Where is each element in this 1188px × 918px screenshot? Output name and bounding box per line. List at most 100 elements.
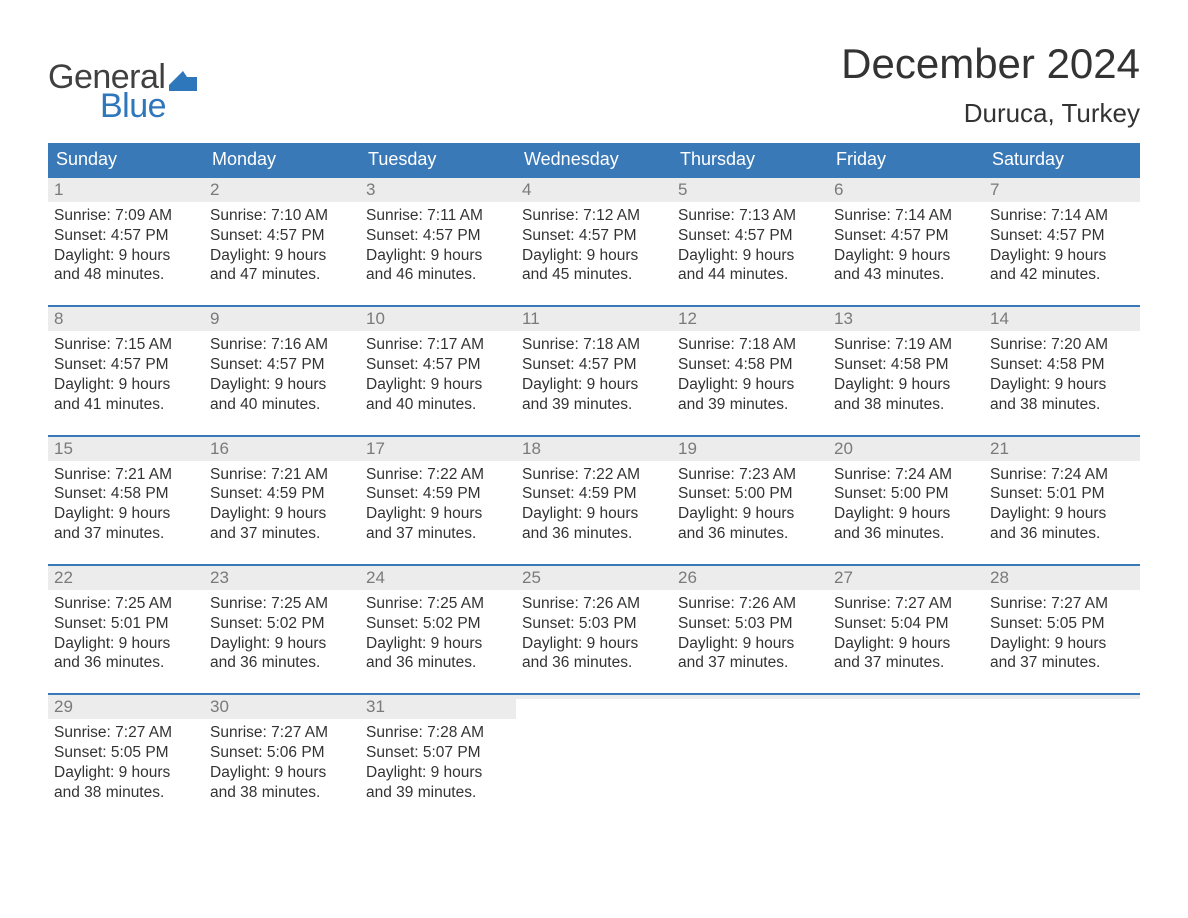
daylight-line-2: and 40 minutes. [366,395,510,415]
daylight-line-1: Daylight: 9 hours [990,634,1134,654]
daylight-line-2: and 36 minutes. [366,653,510,673]
day-number-bar: 1 [48,178,204,202]
daylight-line-1: Daylight: 9 hours [522,504,666,524]
sunrise-line: Sunrise: 7:18 AM [522,335,666,355]
day-number: 26 [678,568,697,587]
day-cell: 20Sunrise: 7:24 AMSunset: 5:00 PMDayligh… [828,437,984,550]
sunrise-line: Sunrise: 7:22 AM [366,465,510,485]
day-number-bar: 28 [984,566,1140,590]
sunset-line: Sunset: 4:58 PM [834,355,978,375]
weekday-header: Saturday [984,143,1140,176]
sunset-line: Sunset: 4:58 PM [990,355,1134,375]
daylight-line-2: and 36 minutes. [54,653,198,673]
day-cell: 26 Sunrise: 7:26 AMSunset: 5:03 PMDayligh… [672,566,828,679]
daylight-line-1: Daylight: 9 hours [834,246,978,266]
sunrise-line: Sunrise: 7:15 AM [54,335,198,355]
daylight-line-2: and 38 minutes. [54,783,198,803]
daylight-line-1: Daylight: 9 hours [54,375,198,395]
sunset-line: Sunset: 4:59 PM [522,484,666,504]
day-number-bar: 20 [828,437,984,461]
daylight-line-1: Daylight: 9 hours [210,246,354,266]
title-block: December 2024 Duruca, Turkey [841,40,1140,129]
location-label: Duruca, Turkey [841,98,1140,129]
daylight-line-2: and 36 minutes. [210,653,354,673]
day-number-bar: 5 [672,178,828,202]
day-number-bar [672,695,828,699]
sunrise-line: Sunrise: 7:26 AM [522,594,666,614]
daylight-line-2: and 44 minutes. [678,265,822,285]
day-number-bar: 19 [672,437,828,461]
day-cell: 24Sunrise: 7:25 AMSunset: 5:02 PMDayligh… [360,566,516,679]
day-cell: 10Sunrise: 7:17 AMSunset: 4:57 PMDayligh… [360,307,516,420]
day-number: 1 [54,180,63,199]
sunrise-line: Sunrise: 7:25 AM [210,594,354,614]
day-number-bar: 31 [360,695,516,719]
day-number-bar: 25 [516,566,672,590]
daylight-line-2: and 37 minutes. [678,653,822,673]
day-number-bar: 12 [672,307,828,331]
day-cell: 3Sunrise: 7:11 AMSunset: 4:57 PMDaylight… [360,178,516,291]
day-content: Sunrise: 7:27 AMSunset: 5:06 PMDaylight:… [204,719,360,808]
day-content: Sunrise: 7:21 AMSunset: 4:59 PMDaylight:… [204,461,360,550]
sunrise-line: Sunrise: 7:14 AM [990,206,1134,226]
day-number-bar: 9 [204,307,360,331]
daylight-line-2: and 36 minutes. [678,524,822,544]
daylight-line-2: and 46 minutes. [366,265,510,285]
day-content: Sunrise: 7:18 AMSunset: 4:58 PMDaylight:… [672,331,828,420]
day-number-bar [828,695,984,699]
day-number: 22 [54,568,73,587]
day-number-bar: 14 [984,307,1140,331]
sunset-line: Sunset: 4:57 PM [990,226,1134,246]
daylight-line-1: Daylight: 9 hours [366,375,510,395]
day-number-bar: 11 [516,307,672,331]
day-number: 6 [834,180,843,199]
daylight-line-2: and 36 minutes. [522,524,666,544]
day-number-bar: 26 [672,566,828,590]
daylight-line-1: Daylight: 9 hours [522,375,666,395]
day-content: Sunrise: 7:28 AMSunset: 5:07 PMDaylight:… [360,719,516,808]
day-content: Sunrise: 7:26 AMSunset: 5:03 PMDaylight:… [672,590,828,679]
daylight-line-2: and 43 minutes. [834,265,978,285]
daylight-line-1: Daylight: 9 hours [522,634,666,654]
sunrise-line: Sunrise: 7:13 AM [678,206,822,226]
day-content: Sunrise: 7:13 AMSunset: 4:57 PMDaylight:… [672,202,828,291]
daylight-line-2: and 36 minutes. [522,653,666,673]
day-number: 25 [522,568,541,587]
sunset-line: Sunset: 4:57 PM [522,355,666,375]
day-number-bar: 27 [828,566,984,590]
sunrise-line: Sunrise: 7:17 AM [366,335,510,355]
daylight-line-1: Daylight: 9 hours [366,246,510,266]
day-content: Sunrise: 7:24 AMSunset: 5:00 PMDaylight:… [828,461,984,550]
weekday-header: Sunday [48,143,204,176]
day-cell: 18Sunrise: 7:22 AMSunset: 4:59 PMDayligh… [516,437,672,550]
sunset-line: Sunset: 4:59 PM [210,484,354,504]
sunset-line: Sunset: 4:57 PM [54,226,198,246]
weekday-header-row: Sunday Monday Tuesday Wednesday Thursday… [48,143,1140,176]
weekday-header: Monday [204,143,360,176]
sunrise-line: Sunrise: 7:10 AM [210,206,354,226]
logo: General Blue [48,40,197,126]
day-cell: 17Sunrise: 7:22 AMSunset: 4:59 PMDayligh… [360,437,516,550]
sunrise-line: Sunrise: 7:24 AM [834,465,978,485]
day-content: Sunrise: 7:27 AMSunset: 5:05 PMDaylight:… [48,719,204,808]
day-cell: 1Sunrise: 7:09 AMSunset: 4:57 PMDaylight… [48,178,204,291]
daylight-line-1: Daylight: 9 hours [54,504,198,524]
sunrise-line: Sunrise: 7:09 AM [54,206,198,226]
sunset-line: Sunset: 5:07 PM [366,743,510,763]
sunrise-line: Sunrise: 7:27 AM [834,594,978,614]
daylight-line-1: Daylight: 9 hours [990,504,1134,524]
sunset-line: Sunset: 5:05 PM [990,614,1134,634]
sunset-line: Sunset: 4:57 PM [678,226,822,246]
day-number-bar: 17 [360,437,516,461]
daylight-line-1: Daylight: 9 hours [366,504,510,524]
day-number: 15 [54,439,73,458]
day-number: 10 [366,309,385,328]
daylight-line-2: and 45 minutes. [522,265,666,285]
sunset-line: Sunset: 4:57 PM [210,226,354,246]
daylight-line-1: Daylight: 9 hours [210,634,354,654]
day-cell: 23Sunrise: 7:25 AMSunset: 5:02 PMDayligh… [204,566,360,679]
day-content: Sunrise: 7:10 AMSunset: 4:57 PMDaylight:… [204,202,360,291]
sunset-line: Sunset: 5:01 PM [990,484,1134,504]
day-number: 17 [366,439,385,458]
sunrise-line: Sunrise: 7:11 AM [366,206,510,226]
